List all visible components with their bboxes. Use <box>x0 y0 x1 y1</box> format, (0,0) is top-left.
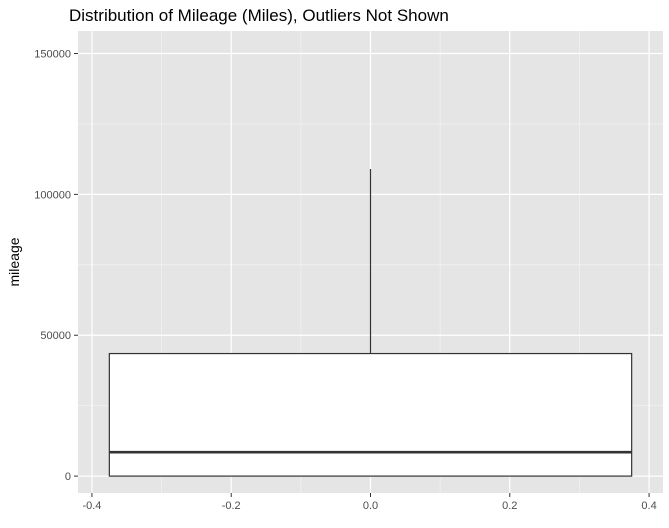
x-axis: -0.4 -0.2 0.0 0.2 0.4 <box>82 493 657 512</box>
x-tick-label: -0.4 <box>82 500 101 512</box>
y-tick-label: 100000 <box>34 189 71 201</box>
y-tick-label: 0 <box>65 471 71 483</box>
y-axis-title: mileage <box>6 237 22 286</box>
x-tick-label: 0.0 <box>363 500 378 512</box>
box-group <box>108 169 633 477</box>
box-iqr <box>108 352 633 477</box>
y-axis: 0 50000 100000 150000 <box>34 49 78 483</box>
chart-title: Distribution of Mileage (Miles), Outlier… <box>69 6 449 25</box>
y-tick-label: 50000 <box>40 330 71 342</box>
y-tick-label: 150000 <box>34 49 71 61</box>
x-tick-label: 0.2 <box>502 500 517 512</box>
x-tick-label: 0.4 <box>641 500 656 512</box>
x-tick-label: -0.2 <box>222 500 241 512</box>
